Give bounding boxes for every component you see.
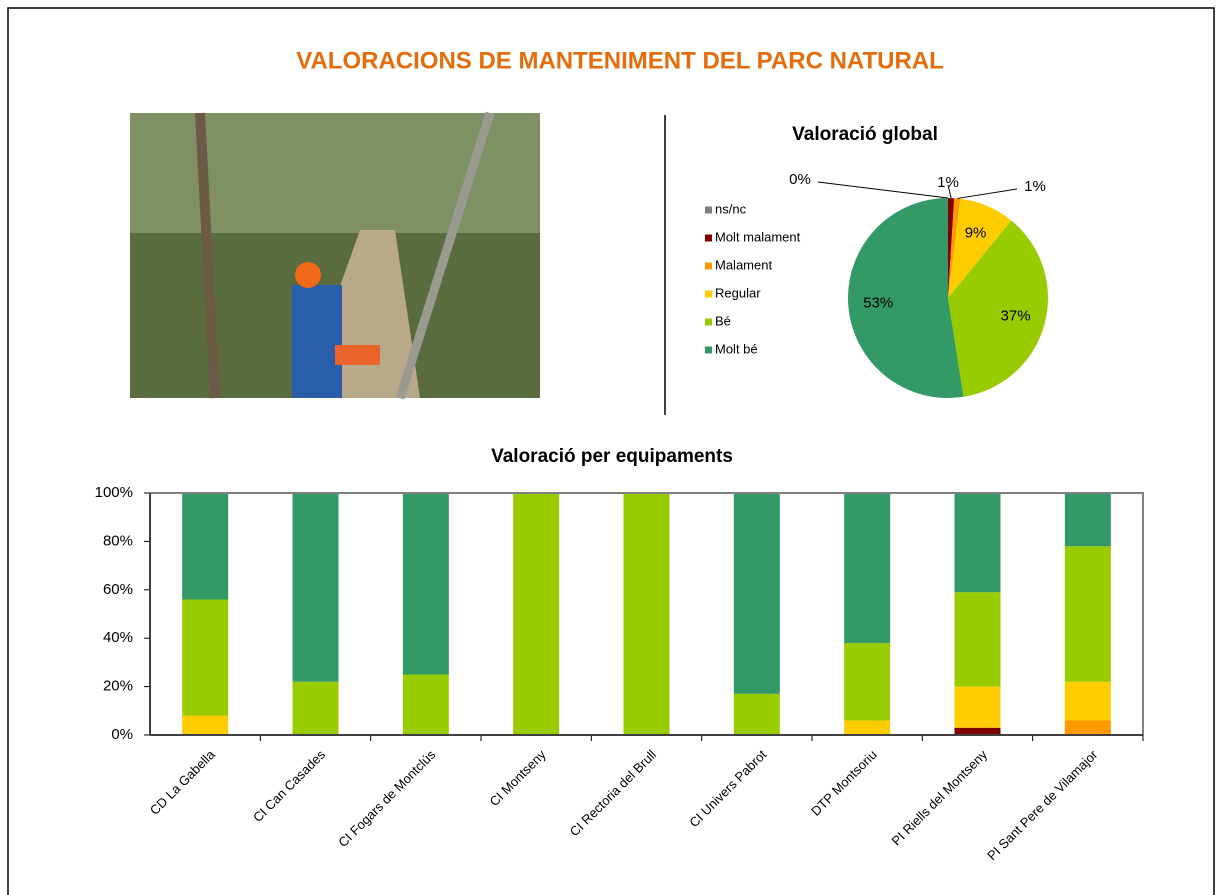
bar-segment [292, 681, 339, 735]
bar-segment [844, 720, 891, 735]
legend-label: Molt malament [715, 229, 801, 244]
y-tick-label: 80% [103, 532, 133, 549]
leader-line [817, 181, 949, 199]
y-tick-label: 60% [103, 581, 133, 598]
data-label: 37% [1001, 307, 1031, 324]
x-tick-label: PI Sant Pere de Vilamajor [984, 746, 1101, 863]
bar-segment [1064, 493, 1111, 547]
bar-segment [733, 693, 780, 735]
data-label: 0% [789, 171, 811, 188]
x-tick-label: CI Can Casades [250, 747, 328, 825]
bar-segment [844, 643, 891, 721]
y-tick-label: 0% [111, 726, 133, 743]
data-label: 9% [965, 225, 987, 242]
data-label: 1% [1024, 178, 1046, 195]
x-tick-label: CI Fogars de Montclús [335, 747, 438, 850]
x-tick-label: CD La Gabella [147, 746, 218, 817]
bar-segment [402, 493, 449, 675]
legend-label: Regular [715, 285, 761, 300]
legend-swatch [705, 318, 712, 326]
bar-segment [292, 493, 339, 682]
data-label: 1% [937, 174, 959, 191]
bar-segment [1064, 681, 1111, 721]
data-label: 53% [863, 294, 893, 311]
legend-label: ns/nc [715, 201, 747, 216]
x-tick-label: CI Univers Pabrot [686, 747, 769, 830]
legend-label: Malament [715, 257, 772, 272]
leader-line [957, 188, 1018, 199]
bar-segment [954, 686, 1001, 728]
legend-swatch [705, 346, 712, 354]
legend-swatch [705, 262, 712, 270]
legend-label: Bé [715, 313, 731, 328]
bar-segment [402, 674, 449, 735]
y-tick-label: 40% [103, 629, 133, 646]
legend-swatch [705, 206, 712, 214]
legend-label: Molt bé [715, 341, 758, 356]
bar-segment [1064, 546, 1111, 682]
bar-segment [733, 493, 780, 694]
legend-swatch [705, 290, 712, 298]
pie-slice [948, 198, 955, 298]
page-title: VALORACIONS DE MANTENIMENT DEL PARC NATU… [296, 47, 944, 74]
pie-title: Valoració global [792, 124, 938, 145]
bar-segment [513, 493, 560, 735]
bar-segment [954, 493, 1001, 593]
x-tick-label: CI Montseny [487, 747, 550, 810]
x-tick-label: DTP Montsoriu [808, 747, 880, 819]
pie-slice [948, 220, 1048, 397]
bar-segment [182, 493, 229, 600]
pie-slice [948, 198, 1012, 298]
x-tick-label: PI Riells del Montseny [888, 747, 990, 849]
y-tick-label: 20% [103, 678, 133, 695]
frame [7, 7, 1215, 895]
bar-segment [844, 493, 891, 644]
bar-segment [1064, 720, 1111, 735]
pie-slice [848, 198, 964, 398]
bar-segment [623, 493, 670, 735]
bar-segment [954, 592, 1001, 687]
legend-swatch [705, 234, 712, 242]
bar-segment [182, 599, 229, 716]
y-tick-label: 100% [95, 484, 133, 501]
photo [130, 111, 540, 400]
bar-title: Valoració per equipaments [491, 446, 733, 467]
bar-segment [182, 715, 229, 735]
x-tick-label: CI Rectoria del Brull [567, 747, 659, 839]
bar-segment [954, 727, 1001, 735]
leader-line [947, 184, 952, 199]
pie-slice [948, 198, 961, 298]
